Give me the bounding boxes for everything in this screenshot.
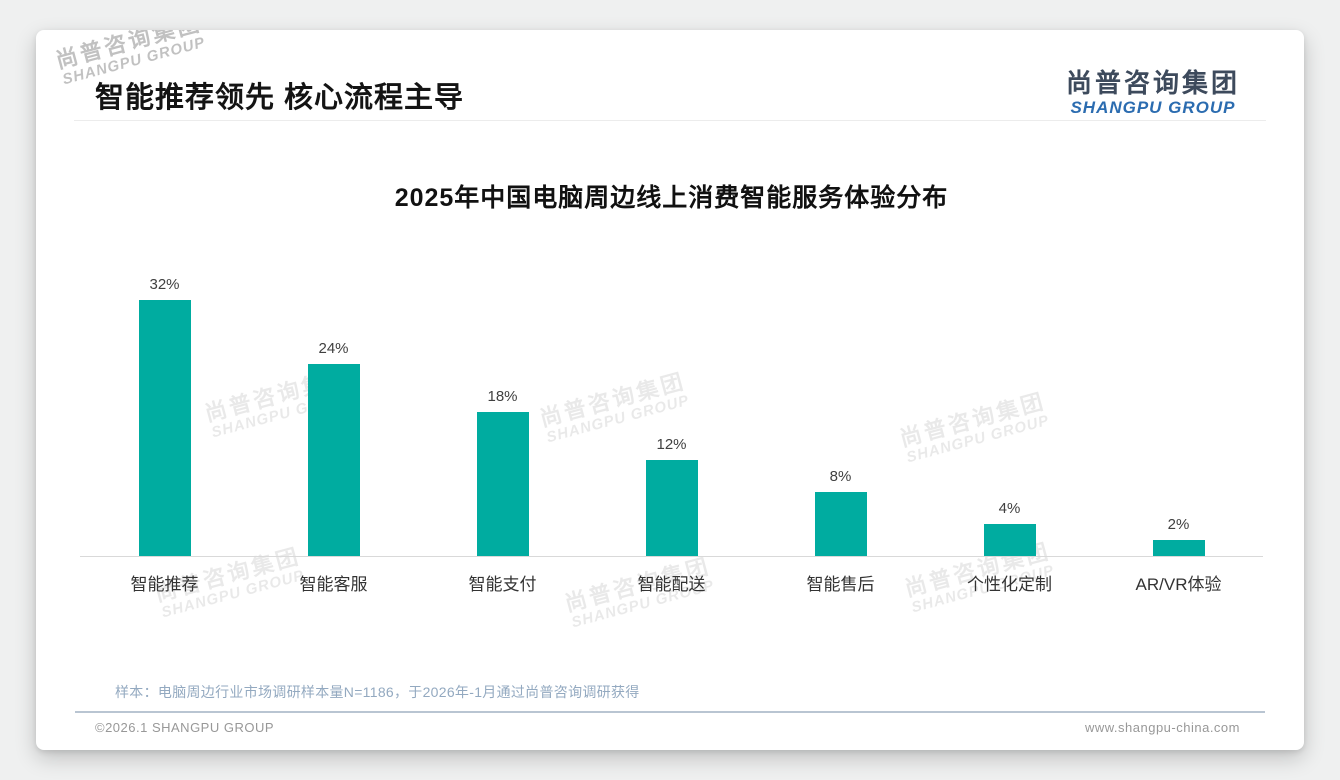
- page-title: 智能推荐领先 核心流程主导: [95, 82, 465, 114]
- footer-divider: [75, 711, 1265, 713]
- bar-column: 12%: [587, 436, 756, 556]
- logo-chinese-text: 尚普咨询集团: [1065, 68, 1240, 98]
- category-label: 智能配送: [637, 575, 706, 594]
- x-axis-line: [80, 556, 1263, 557]
- company-logo: 尚普咨询集团 SHANGPU GROUP: [1065, 68, 1240, 118]
- bar: [983, 524, 1036, 556]
- bar-value-label: 12%: [656, 436, 687, 453]
- bar-value-label: 8%: [829, 468, 852, 485]
- bar: [307, 364, 360, 556]
- bar: [138, 300, 191, 556]
- bar-value-label: 24%: [318, 340, 349, 357]
- bar-plot: 32% 24% 18% 12% 8% 4% 2%: [80, 270, 1263, 556]
- bar-column: 4%: [925, 500, 1094, 556]
- bar-column: 32%: [80, 276, 249, 556]
- bar: [476, 412, 529, 556]
- header-divider: [74, 120, 1266, 121]
- category-axis: 智能推荐 智能客服 智能支付 智能配送 智能售后 个性化定制 AR/VR体验: [80, 570, 1263, 595]
- bar-value-label: 2%: [1167, 516, 1190, 533]
- category-label: 智能售后: [806, 575, 875, 594]
- bar-column: 24%: [249, 340, 418, 556]
- bar: [814, 492, 867, 556]
- sample-note: 样本：电脑周边行业市场调研样本量N=1186，于2026年-1月通过尚普咨询调研…: [115, 684, 640, 700]
- slide-card: 智能推荐领先 核心流程主导 尚普咨询集团 SHANGPU GROUP 尚普咨询集…: [36, 30, 1304, 750]
- bar: [645, 460, 698, 556]
- bar: [1152, 540, 1205, 556]
- category-label: 智能支付: [468, 575, 537, 594]
- bar-value-label: 32%: [149, 276, 180, 293]
- bar-value-label: 4%: [998, 500, 1021, 517]
- category-label: 智能客服: [299, 575, 368, 594]
- logo-english-text: SHANGPU GROUP: [1070, 98, 1236, 118]
- copyright-text: ©2026.1 SHANGPU GROUP: [95, 720, 275, 735]
- category-label: 智能推荐: [130, 575, 199, 594]
- website-text: www.shangpu-china.com: [1084, 720, 1240, 735]
- bar-value-label: 18%: [487, 388, 518, 405]
- category-label: AR/VR体验: [1135, 575, 1222, 594]
- category-label: 个性化定制: [967, 575, 1052, 594]
- bar-column: 2%: [1094, 516, 1263, 556]
- chart-title: 2025年中国电脑周边线上消费智能服务体验分布: [394, 184, 949, 212]
- bar-column: 8%: [756, 468, 925, 556]
- bar-column: 18%: [418, 388, 587, 556]
